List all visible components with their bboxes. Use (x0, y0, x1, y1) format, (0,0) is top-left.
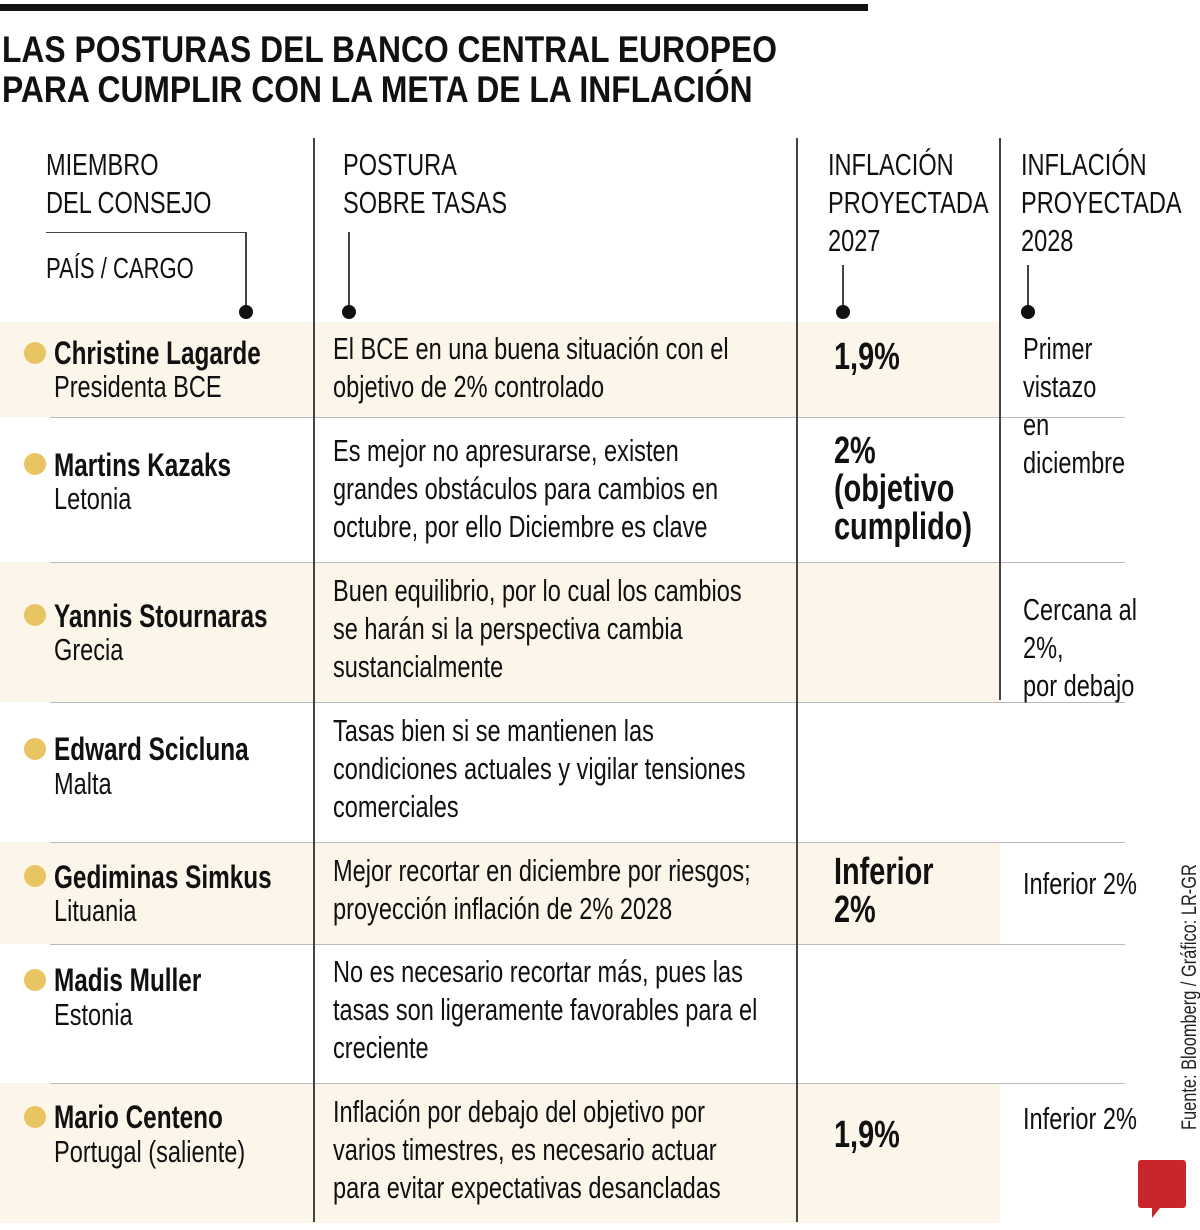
member-role: Estonia (54, 997, 133, 1032)
header-line (46, 232, 246, 233)
stance-text: Mejor recortar en diciembre por riesgos;… (333, 853, 751, 926)
stance-text: Buen equilibrio, por lo cual los cambios… (333, 573, 742, 684)
bullet-icon (24, 604, 46, 626)
stance-text: No es necesario recortar más, pues las t… (333, 954, 758, 1065)
member-role: Malta (54, 766, 112, 801)
inflation-2027: 2% (objetivo cumplido) (834, 430, 972, 548)
source-credit: Fuente: Bloomberg / Gráfico: LR-GR (1178, 864, 1200, 1130)
inflation-2028: Inferior 2% (1023, 1101, 1137, 1136)
header-member: MIEMBRO DEL CONSEJO (46, 147, 212, 220)
inflation-2027: 1,9% (834, 1114, 900, 1156)
member-name: Edward Scicluna (54, 731, 249, 767)
stance-text: Inflación por debajo del objetivo por va… (333, 1094, 721, 1205)
page-title: LAS POSTURAS DEL BANCO CENTRAL EUROPEO P… (2, 29, 777, 110)
row-bg (0, 1083, 1000, 1223)
member-name: Christine Lagarde (54, 335, 261, 371)
bullet-icon (24, 865, 46, 887)
lr-logo (1138, 1160, 1186, 1218)
member-name: Madis Muller (54, 962, 202, 998)
inflation-2028: Inferior 2% (1023, 866, 1137, 901)
member-name: Yannis Stournaras (54, 598, 268, 634)
member-name: Martins Kazaks (54, 447, 232, 483)
member-role: Letonia (54, 481, 132, 516)
column-divider (796, 138, 798, 1222)
divider (50, 702, 1125, 703)
member-role: Lituania (54, 893, 137, 928)
column-divider (313, 138, 315, 1222)
row-bg (0, 322, 1000, 417)
inflation-2027: Inferior 2% (834, 851, 934, 931)
bullet-icon (24, 453, 46, 475)
divider (50, 417, 1125, 418)
pointer-line (1027, 265, 1029, 308)
row-bg (0, 842, 1000, 944)
header-member-sub: PAÍS / CARGO (46, 253, 194, 285)
member-role: Grecia (54, 632, 124, 667)
member-role: Portugal (saliente) (54, 1134, 246, 1169)
pointer-dot (836, 305, 850, 319)
row-bg (0, 562, 1000, 702)
inflation-2028: Primer vistazo en diciembre (1023, 331, 1126, 480)
divider (50, 944, 1125, 945)
pointer-line (245, 232, 247, 308)
pointer-dot (239, 305, 253, 319)
member-name: Gediminas Simkus (54, 859, 272, 895)
column-divider (999, 138, 1001, 700)
header-inflation-2028: INFLACIÓN PROYECTADA 2028 (1021, 147, 1182, 258)
bullet-icon (24, 1106, 46, 1128)
member-role: Presidenta BCE (54, 369, 222, 404)
divider (50, 1083, 1125, 1084)
stance-text: Tasas bien si se mantienen las condicion… (333, 713, 746, 824)
stance-text: El BCE en una buena situación con el obj… (333, 331, 729, 404)
pointer-line (348, 232, 350, 308)
bullet-icon (24, 738, 46, 760)
top-rule (0, 4, 868, 11)
header-stance: POSTURA SOBRE TASAS (343, 147, 508, 220)
inflation-2028: Cercana al 2%, por debajo (1023, 592, 1137, 703)
bullet-icon (24, 969, 46, 991)
inflation-2027: 1,9% (834, 336, 900, 378)
pointer-dot (342, 305, 356, 319)
stance-text: Es mejor no apresurarse, existen grandes… (333, 433, 719, 544)
bullet-icon (24, 342, 46, 364)
divider (50, 842, 1125, 843)
member-name: Mario Centeno (54, 1099, 223, 1135)
pointer-line (842, 265, 844, 308)
divider (50, 562, 1125, 563)
header-inflation-2027: INFLACIÓN PROYECTADA 2027 (828, 147, 989, 258)
pointer-dot (1021, 305, 1035, 319)
